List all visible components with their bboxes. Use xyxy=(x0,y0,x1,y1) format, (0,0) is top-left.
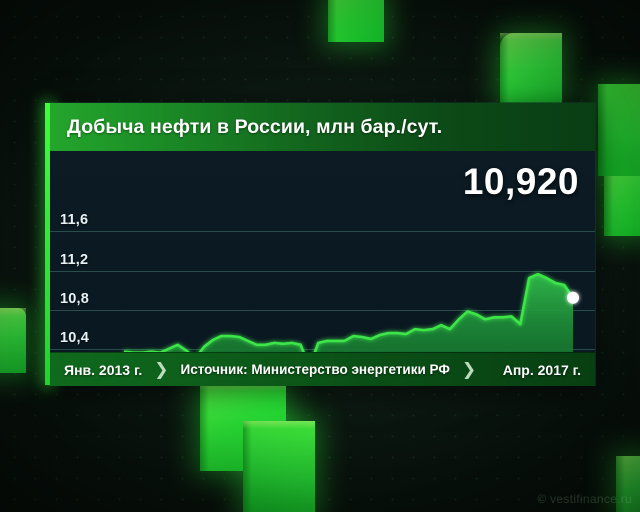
gridline-11-2 xyxy=(50,271,595,272)
panel-footer: Янв. 2013 г. ❯ Источник: Министерство эн… xyxy=(50,352,595,386)
y-tick-label-10-8: 10,8 xyxy=(60,291,90,307)
chart-plot-area: 11,6 11,2 10,8 10,4 10,0 xyxy=(50,151,595,352)
chart-line xyxy=(123,272,575,352)
chevron-right-icon-left: ❯ xyxy=(154,360,169,379)
chevron-right-icon-right: ❯ xyxy=(461,360,477,379)
footer-source-label: Источник: Министерство энергетики РФ xyxy=(180,362,450,377)
chart-area-fill xyxy=(125,274,573,352)
page-title: Добыча нефти в России, млн бар./сут. xyxy=(67,115,443,138)
panel-accent-bar xyxy=(45,103,50,385)
current-value-label: 10,920 xyxy=(462,161,579,202)
watermark: © vestifinance.ru xyxy=(537,492,632,506)
footer-start-date: Янв. 2013 г. xyxy=(64,361,143,378)
footer-end-date: Апр. 2017 г. xyxy=(502,361,581,378)
y-tick-label-11-2: 11,2 xyxy=(60,252,89,268)
panel-header: Добыча нефти в России, млн бар./сут. xyxy=(50,103,595,151)
y-tick-label-10-4: 10,4 xyxy=(60,330,90,346)
gridline-10-8 xyxy=(50,310,595,311)
last-point-marker xyxy=(567,291,579,304)
chart-panel: Добыча нефти в России, млн бар./сут. 11,… xyxy=(45,103,595,386)
gridline-11-6 xyxy=(50,231,595,232)
y-tick-label-11-6: 11,6 xyxy=(60,212,89,228)
chart-series-svg xyxy=(123,272,579,352)
